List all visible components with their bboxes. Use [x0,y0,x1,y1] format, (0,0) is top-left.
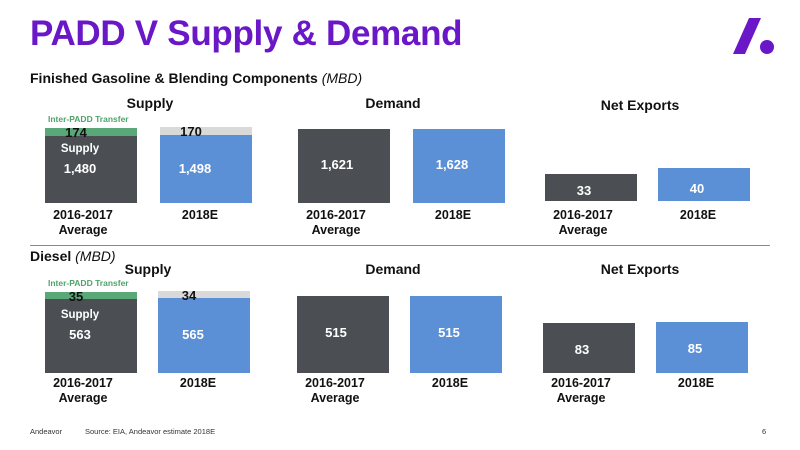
diesel-supply-inter-padd-note: Inter-PADD Transfer [48,277,129,288]
section-divider [30,245,770,246]
page-title: PADD V Supply & Demand [30,14,463,53]
gasoline-supply-inter-padd-note: Inter-PADD Transfer [48,113,129,124]
diesel-net-exports-bar-0 [543,323,635,373]
diesel-supply-bar-transfer-0 [45,291,137,299]
gasoline-supply-category-0: 2016-2017 Average [53,208,113,237]
gasoline-section-title: Finished Gasoline & Blending Components … [30,70,362,86]
gasoline-demand-category-0: 2016-2017 Average [306,208,366,237]
diesel-net-exports-bar-1 [656,322,748,373]
gasoline-supply-category-1: 2018E [181,208,219,222]
gasoline-supply-bar-base-0 [45,135,137,203]
footer-page-number: 6 [762,427,767,436]
diesel-supply-label-transfer-1: 34 [181,288,197,304]
gasoline-supply-bar-transfer-1 [160,127,252,135]
gasoline-supply-label-base-1: 1,498 [178,160,212,176]
gasoline-net-exports-category-1: 2018E [679,208,717,222]
diesel-net-exports-label-0: 83 [574,342,590,358]
gasoline-section-name: Finished Gasoline & Blending Components [30,70,318,86]
footer-company: Andeavor [30,427,63,436]
gasoline-supply-label-base-0: 1,480 [63,161,97,177]
diesel-section-unit: (MBD) [75,248,116,264]
footer-source: Source: EIA, Andeavor estimate 2018E [85,427,216,436]
andeavor-logo-icon [733,18,774,54]
diesel-supply-title: Supply [124,261,172,277]
diesel-net-exports-category-1: 2018E [677,376,715,390]
gasoline-demand-bar-0 [298,129,390,203]
gasoline-net-exports-category-0: 2016-2017 Average [553,208,613,237]
diesel-supply-bar-base-0 [45,298,137,373]
diesel-supply-category-0: 2016-2017 Average [53,376,113,405]
gasoline-net-exports-label-1: 40 [689,180,705,196]
diesel-supply-category-1: 2018E [179,376,217,390]
gasoline-demand-category-1: 2018E [434,208,472,222]
diesel-supply-label-base-1: 565 [182,326,204,342]
diesel-supply-label-transfer-0: 35 [68,288,84,304]
gasoline-supply-bar-transfer-0 [45,127,137,136]
gasoline-net-exports-title: Net Exports [600,97,680,113]
gasoline-supply-supply-inner-label: Supply [60,143,100,156]
diesel-net-exports-label-1: 85 [687,341,703,357]
diesel-demand-bar-0 [297,295,389,373]
gasoline-demand-label-1: 1,628 [435,157,469,173]
diesel-section-title: Diesel (MBD) [30,248,116,264]
gasoline-net-exports-label-0: 33 [576,183,592,198]
diesel-demand-category-0: 2016-2017 Average [305,376,365,405]
diesel-supply-label-base-0: 563 [69,326,91,342]
gasoline-supply-bar-base-1 [160,134,252,203]
diesel-supply-bar-transfer-1 [158,291,250,299]
gasoline-supply-label-transfer-0: 174 [65,124,87,140]
diesel-net-exports-category-0: 2016-2017 Average [551,376,611,405]
diesel-supply-bar-base-1 [158,298,250,373]
gasoline-supply-label-transfer-1: 170 [180,124,202,140]
diesel-section-name: Diesel [30,248,72,264]
diesel-net-exports-title: Net Exports [600,261,680,277]
diesel-supply-supply-inner-label: Supply [60,308,100,321]
diesel-demand-bar-1 [410,295,502,373]
diesel-demand-label-1: 515 [438,325,460,341]
diesel-demand-title: Demand [365,261,421,277]
gasoline-net-exports-bar-0 [545,173,637,201]
diesel-demand-category-1: 2018E [431,376,469,390]
gasoline-section-unit: (MBD) [321,70,363,86]
gasoline-demand-bar-1 [413,129,505,203]
gasoline-demand-title: Demand [365,95,421,111]
gasoline-supply-title: Supply [126,95,174,111]
gasoline-net-exports-bar-1 [658,168,750,201]
diesel-demand-label-0: 515 [325,325,347,341]
gasoline-demand-label-0: 1,621 [320,157,354,173]
